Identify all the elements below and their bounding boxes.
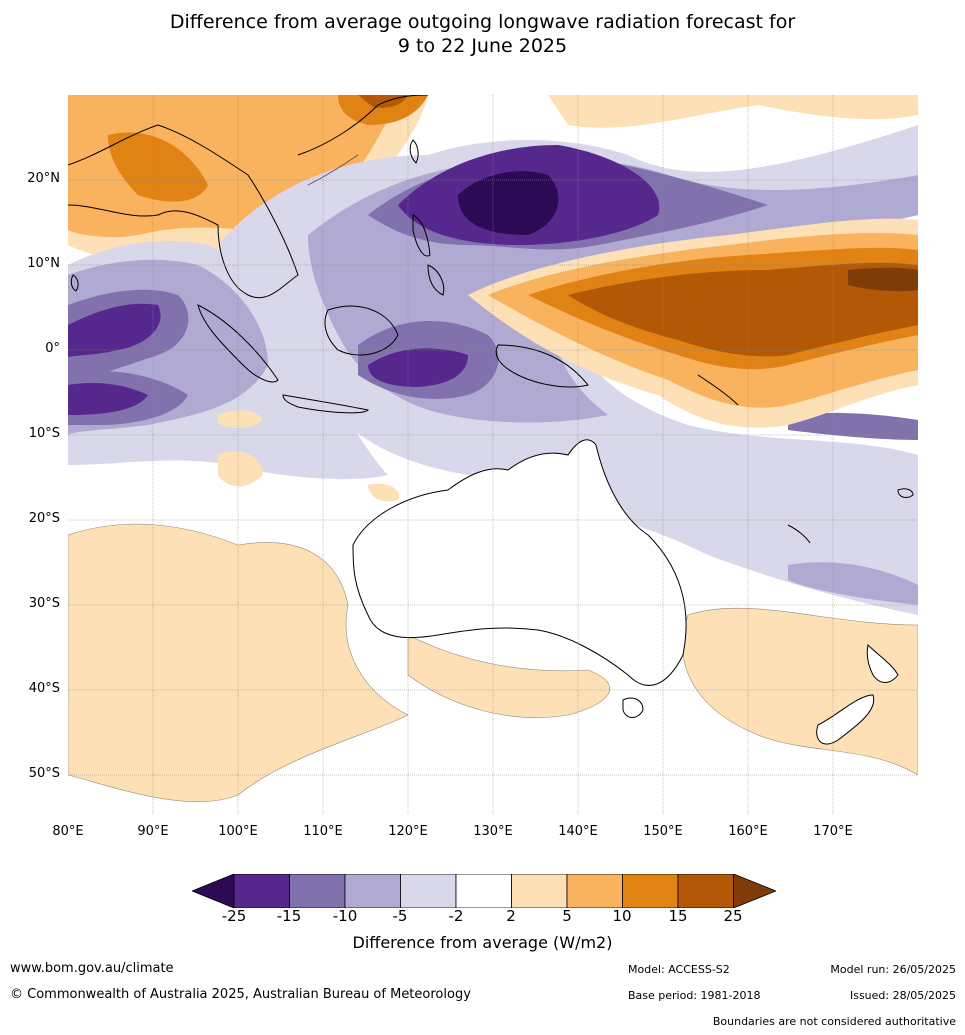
colorbar-tick-2: -15 xyxy=(276,907,302,925)
colorbar-tick-6: 2 xyxy=(506,907,516,925)
lon-tick-140e: 140°E xyxy=(558,824,598,839)
lon-tick-150e: 150°E xyxy=(643,824,683,839)
colorbar-tick-9: 15 xyxy=(668,907,688,925)
colorbar-tick-7: 5 xyxy=(562,907,572,925)
colorbar-tick-5: -2 xyxy=(448,907,464,925)
lat-tick-0: 0° xyxy=(45,341,60,356)
australia-landmass xyxy=(352,439,687,686)
lon-tick-170e: 170°E xyxy=(813,824,853,839)
lon-tick-80e: 80°E xyxy=(52,824,84,839)
colorbar-tick-8: 10 xyxy=(612,907,632,925)
colorbar-swatch-4 xyxy=(400,873,457,909)
model-text: Model: ACCESS-S2 xyxy=(628,963,730,976)
colorbar-tick-4: -5 xyxy=(392,907,408,925)
lon-tick-160e: 160°E xyxy=(728,824,768,839)
map-canvas xyxy=(68,95,918,815)
colorbar-tick-1: -25 xyxy=(221,907,247,925)
lat-tick-20n: 20°N xyxy=(27,171,60,186)
gridlines xyxy=(68,95,918,815)
anomaly-region-south-central xyxy=(407,634,611,718)
lon-tick-120e: 120°E xyxy=(388,824,428,839)
colorbar-swatch-above xyxy=(733,873,778,909)
lon-tick-100e: 100°E xyxy=(218,824,258,839)
anomaly-region-south-east xyxy=(682,607,918,776)
copyright-text: © Commonwealth of Australia 2025, Austra… xyxy=(10,987,471,1002)
lat-tick-30s: 30°S xyxy=(28,596,60,611)
map-title: Difference from average outgoing longwav… xyxy=(0,10,965,58)
website-link[interactable]: www.bom.gov.au/climate xyxy=(10,961,174,976)
title-line-1: Difference from average outgoing longwav… xyxy=(169,11,796,33)
disclaimer-text: Boundaries are not considered authoritat… xyxy=(712,1015,956,1028)
colorbar-tick-10: 25 xyxy=(723,907,743,925)
lat-tick-50s: 50°S xyxy=(28,766,60,781)
lat-tick-10s: 10°S xyxy=(28,426,60,441)
base-period-text: Base period: 1981-2018 xyxy=(628,989,761,1002)
model-run-text: Model run: 26/05/2025 xyxy=(830,963,956,976)
lon-tick-110e: 110°E xyxy=(303,824,343,839)
colorbar-swatch-8 xyxy=(622,873,679,909)
lat-tick-40s: 40°S xyxy=(28,681,60,696)
colorbar-svg xyxy=(190,873,778,909)
lon-tick-90e: 90°E xyxy=(137,824,169,839)
colorbar-swatch-1 xyxy=(233,873,290,909)
title-line-2: 9 to 22 June 2025 xyxy=(397,35,568,57)
issued-text: Issued: 28/05/2025 xyxy=(849,989,956,1002)
colorbar-tick-3: -10 xyxy=(332,907,358,925)
lat-tick-10n: 10°N xyxy=(27,256,60,271)
colorbar-swatch-3 xyxy=(344,873,401,909)
lat-tick-20s: 20°S xyxy=(28,511,60,526)
lon-tick-130e: 130°E xyxy=(473,824,513,839)
colorbar-swatch-7 xyxy=(566,873,623,909)
colorbar-swatch-2 xyxy=(289,873,346,909)
colorbar-swatch-below xyxy=(190,873,235,909)
colorbar-swatch-9 xyxy=(677,873,734,909)
anomaly-map xyxy=(68,95,918,815)
colorbar xyxy=(190,873,778,909)
colorbar-label: Difference from average (W/m2) xyxy=(352,933,613,952)
colorbar-swatch-6 xyxy=(511,873,568,909)
colorbar-swatch-5 xyxy=(455,873,512,909)
